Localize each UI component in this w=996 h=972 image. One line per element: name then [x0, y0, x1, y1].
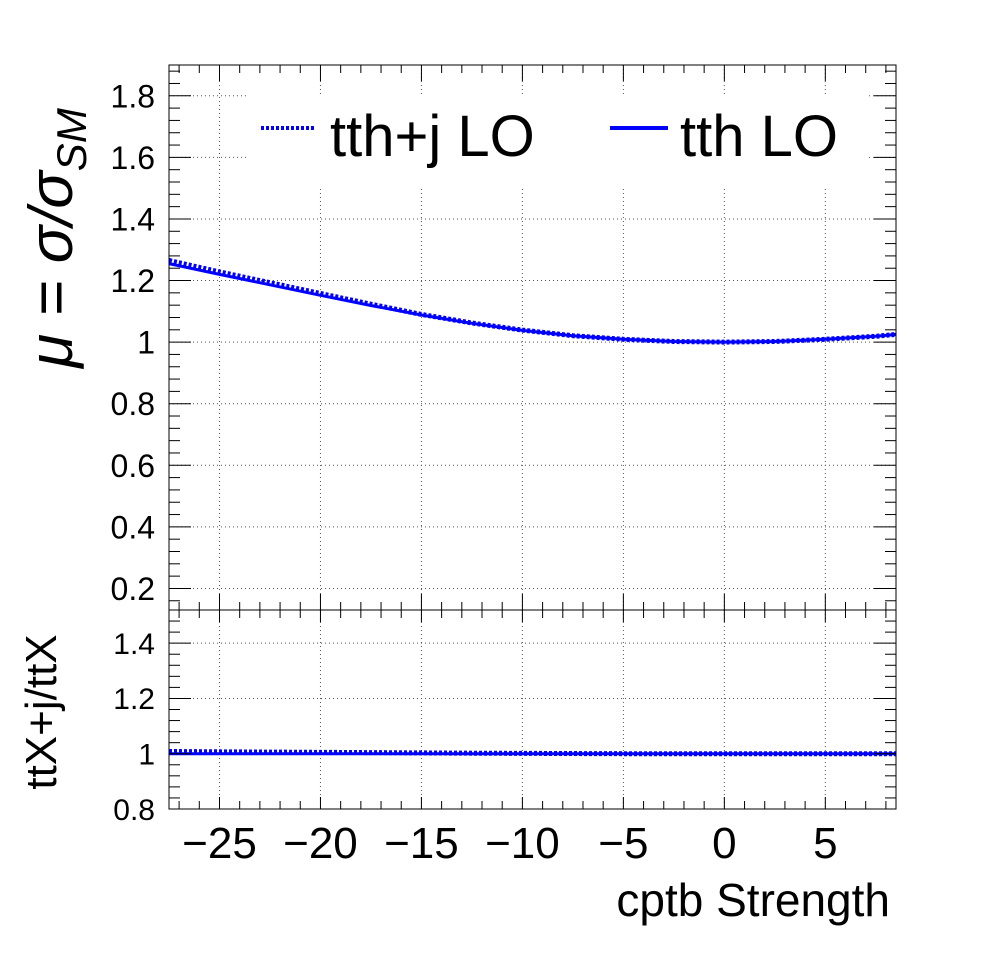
legend-label-tth-j: tth+j LO — [330, 104, 535, 169]
bottom-panel-grid — [169, 610, 896, 810]
top-y-axis-title-main: μ = σ/σ — [17, 169, 86, 370]
top-y-axis-title-sub: SM — [48, 108, 95, 171]
x-tick-label: −10 — [485, 819, 560, 868]
top-y-tick-label: 0.4 — [111, 509, 155, 545]
top-y-tick-label: 1.8 — [111, 78, 155, 114]
bottom-y-axis-title: ttX+j/ttX — [17, 634, 66, 789]
bottom-y-tick-label: 1 — [138, 739, 155, 772]
top-y-tick-label: 1 — [137, 325, 155, 361]
top-y-tick-label: 0.8 — [111, 386, 155, 422]
legend-background — [248, 94, 868, 186]
bottom-y-tick-label: 1.2 — [113, 683, 155, 716]
top-y-tick-label: 1.4 — [111, 201, 155, 237]
x-tick-label: 5 — [813, 819, 837, 868]
top-y-tick-label: 1.6 — [111, 140, 155, 176]
bottom-y-tick-label: 1.4 — [113, 628, 155, 661]
bottom-y-tick-label: 0.8 — [113, 794, 155, 827]
x-tick-label: −5 — [598, 819, 648, 868]
top-y-tick-label: 0.6 — [111, 448, 155, 484]
x-tick-labels: −25 −20 −15 −10 −5 0 5 — [182, 819, 837, 868]
top-y-axis-title: μ = σ/σSM — [17, 108, 95, 370]
x-tick-label: −25 — [182, 819, 257, 868]
top-y-tick-label: 1.2 — [111, 263, 155, 299]
x-tick-label: −20 — [283, 819, 358, 868]
bottom-panel-frame — [168, 609, 897, 810]
top-y-tick-label: 0.2 — [111, 571, 155, 607]
legend-label-tth: tth LO — [680, 104, 838, 169]
top-series-tth-j — [168, 258, 897, 345]
x-axis-title: cptb Strength — [616, 874, 890, 926]
bottom-panel-axes: 0.8 1 1.2 1.4 — [113, 609, 896, 827]
top-panel-series — [168, 258, 897, 345]
bottom-panel-series — [168, 749, 896, 757]
x-tick-label: 0 — [712, 819, 736, 868]
top-panel-axes: 0.2 0.4 0.6 0.8 1 1.2 1.4 1.6 1.8 — [111, 65, 896, 610]
x-tick-label: −15 — [384, 819, 459, 868]
top-series-tth — [168, 262, 897, 344]
